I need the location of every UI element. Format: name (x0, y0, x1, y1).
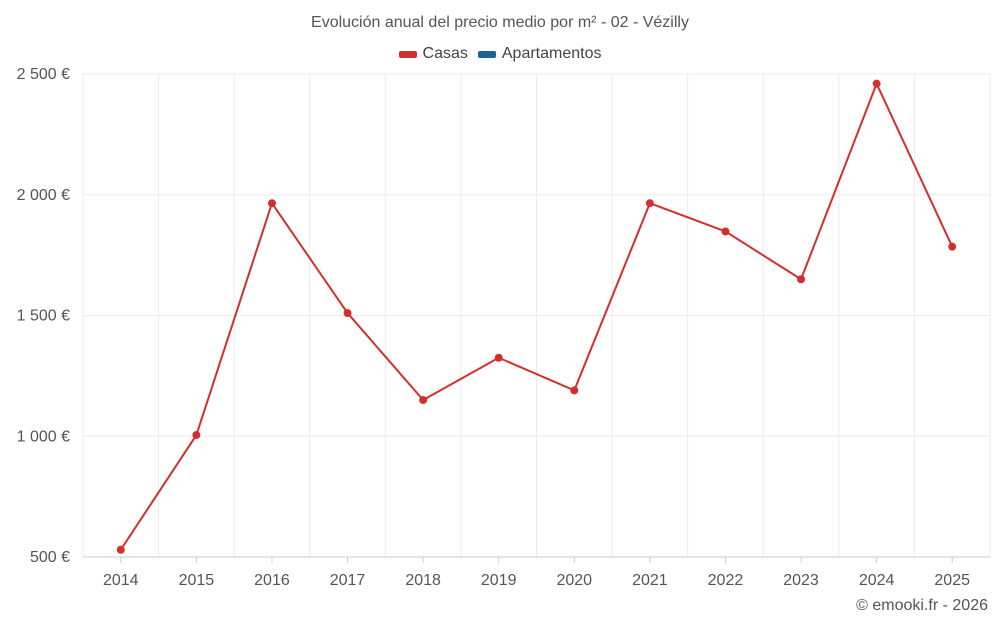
legend-label-casas: Casas (422, 45, 468, 62)
data-point (948, 242, 957, 251)
y-tick-label: 1 000 € (17, 428, 70, 445)
data-point (797, 275, 806, 284)
y-tick-label: 2 500 € (17, 66, 70, 83)
data-point (116, 545, 125, 554)
x-tick-label: 2020 (556, 572, 592, 589)
data-point (343, 309, 352, 318)
data-point (419, 396, 428, 405)
data-point (872, 79, 881, 88)
data-point (721, 227, 730, 236)
x-tick-label: 2018 (405, 572, 441, 589)
data-point (645, 199, 654, 208)
x-tick-label: 2022 (708, 572, 744, 589)
legend-item-apartamentos[interactable]: Apartamentos (477, 45, 602, 63)
x-tick-label: 2023 (783, 572, 819, 589)
x-tick-label: 2025 (934, 572, 970, 589)
data-point (570, 386, 579, 395)
legend-swatch-casas (398, 50, 417, 58)
legend-item-casas[interactable]: Casas (398, 45, 468, 63)
x-tick-label: 2019 (481, 572, 517, 589)
chart-title: Evolución anual del precio medio por m² … (311, 14, 689, 31)
data-point (494, 353, 503, 362)
y-tick-label: 500 € (30, 549, 70, 566)
legend: Casas Apartamentos (0, 45, 1000, 63)
x-tick-label: 2021 (632, 572, 668, 589)
x-tick-label: 2015 (179, 572, 215, 589)
legend-swatch-apartamentos (477, 50, 496, 58)
data-point (192, 431, 201, 440)
y-tick-label: 1 500 € (17, 308, 70, 325)
x-tick-label: 2016 (254, 572, 290, 589)
credit-text: © emooki.fr - 2026 (856, 597, 988, 614)
series-line-casas (119, 82, 954, 551)
x-tick-label: 2024 (859, 572, 895, 589)
x-tick-label: 2014 (103, 572, 139, 589)
data-point (267, 199, 276, 208)
legend-label-apartamentos: Apartamentos (501, 45, 602, 62)
y-tick-label: 2 000 € (17, 187, 70, 204)
x-tick-label: 2017 (330, 572, 366, 589)
